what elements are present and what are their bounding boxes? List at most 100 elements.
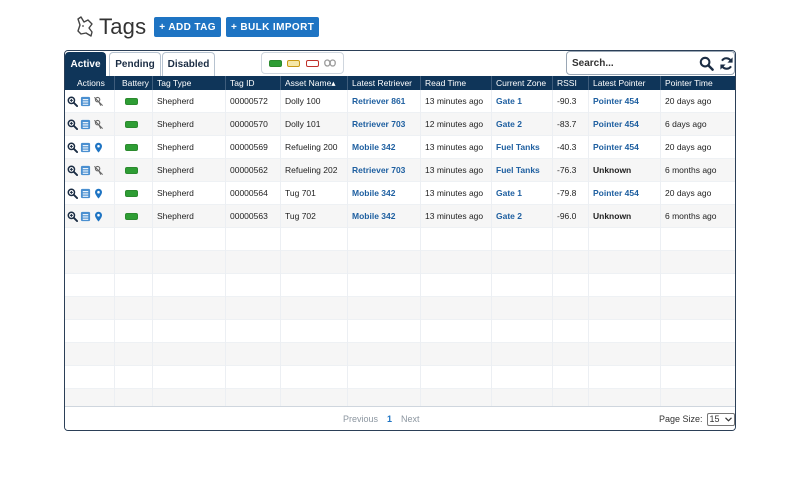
empty-cell — [115, 343, 153, 366]
asset-name-cell: Refueling 200 — [281, 136, 348, 159]
page-size-control: Page Size: 15 — [659, 407, 735, 430]
details-list-icon[interactable] — [80, 165, 91, 176]
tag-type-cell: Shepherd — [153, 205, 226, 228]
table-row[interactable]: Shepherd 00000562 Refueling 202 Retriever 7… — [65, 159, 735, 182]
details-list-icon[interactable] — [80, 119, 91, 130]
latest-pointer-link[interactable]: Pointer 454 — [589, 113, 661, 136]
latest-pointer-link[interactable]: Pointer 454 — [589, 90, 661, 113]
details-list-icon[interactable] — [80, 211, 91, 222]
latest-retriever-link[interactable]: Retriever 703 — [348, 113, 421, 136]
tag-id-cell: 00000572 — [226, 90, 281, 113]
map-pin-icon[interactable] — [93, 188, 104, 199]
latest-retriever-link[interactable]: Retriever 703 — [348, 159, 421, 182]
zoom-in-icon[interactable] — [67, 165, 78, 176]
column-header-latest-pointer[interactable]: Latest Pointer — [589, 76, 661, 90]
column-header-current-zone[interactable]: Current Zone — [492, 76, 553, 90]
table-row[interactable]: Shepherd 00000569 Refueling 200 Mobile 342 1… — [65, 136, 735, 159]
table-row[interactable]: Shepherd 00000572 Dolly 100 Retriever 861 13… — [65, 90, 735, 113]
current-zone-link[interactable]: Gate 2 — [492, 205, 553, 228]
table-row[interactable]: Shepherd 00000563 Tug 702 Mobile 342 13 minu… — [65, 205, 735, 228]
zoom-in-icon[interactable] — [67, 188, 78, 199]
tab-pending[interactable]: Pending — [109, 52, 161, 76]
latest-pointer-link[interactable]: Pointer 454 — [589, 182, 661, 205]
tag-type-cell: Shepherd — [153, 113, 226, 136]
empty-row — [65, 297, 735, 320]
tab-disabled[interactable]: Disabled — [162, 52, 215, 76]
tag-type-cell: Shepherd — [153, 159, 226, 182]
column-header-pointer-time[interactable]: Pointer Time — [665, 78, 713, 88]
latest-retriever-link[interactable]: Retriever 861 — [348, 90, 421, 113]
table-row[interactable]: Shepherd 00000570 Dolly 101 Retriever 703 12… — [65, 113, 735, 136]
asset-name-cell: Tug 701 — [281, 182, 348, 205]
empty-cell — [492, 366, 553, 389]
rssi-cell: -96.0 — [553, 205, 589, 228]
battery-low-filter-icon[interactable] — [287, 59, 301, 67]
latest-pointer-link[interactable]: Pointer 454 — [589, 136, 661, 159]
empty-cell — [65, 228, 115, 251]
location-off-icon[interactable] — [93, 165, 104, 176]
empty-cell — [661, 274, 735, 297]
current-zone-link[interactable]: Gate 2 — [492, 113, 553, 136]
current-page[interactable]: 1 — [387, 414, 393, 424]
battery-good-filter-icon[interactable] — [268, 59, 282, 67]
column-header-tag-type[interactable]: Tag Type — [153, 76, 226, 90]
map-pin-icon[interactable] — [93, 211, 104, 222]
empty-cell — [589, 251, 661, 274]
map-pin-icon[interactable] — [93, 142, 104, 153]
actions-cell — [65, 136, 115, 159]
empty-cell — [281, 343, 348, 366]
column-header-read-time[interactable]: Read Time — [421, 76, 492, 90]
empty-cell — [421, 366, 492, 389]
empty-cell — [153, 251, 226, 274]
empty-cell — [153, 320, 226, 343]
current-zone-link[interactable]: Gate 1 — [492, 90, 553, 113]
battery-critical-filter-icon[interactable] — [305, 59, 319, 67]
empty-row — [65, 320, 735, 343]
search-icon[interactable] — [699, 56, 714, 71]
empty-cell — [115, 228, 153, 251]
tab-active[interactable]: Active — [65, 52, 106, 76]
empty-cell — [348, 343, 421, 366]
empty-cell — [281, 274, 348, 297]
battery-full-icon — [125, 121, 138, 128]
column-header-rssi[interactable]: RSSI — [553, 76, 589, 90]
search-input[interactable] — [572, 54, 692, 72]
current-zone-link[interactable]: Gate 1 — [492, 182, 553, 205]
bulk-import-button[interactable]: + BULK IMPORT — [225, 17, 320, 37]
column-header-latest-retriever[interactable]: Latest Retriever — [348, 76, 421, 90]
previous-page-button[interactable]: Previous — [343, 414, 379, 424]
zoom-in-icon[interactable] — [67, 211, 78, 222]
next-page-button[interactable]: Next — [401, 414, 420, 424]
column-header-tag-id[interactable]: Tag ID — [226, 76, 281, 90]
tag-type-cell: Shepherd — [153, 136, 226, 159]
empty-cell — [553, 274, 589, 297]
zoom-in-icon[interactable] — [67, 96, 78, 107]
zoom-in-icon[interactable] — [67, 119, 78, 130]
latest-retriever-link[interactable]: Mobile 342 — [348, 205, 421, 228]
empty-cell — [589, 366, 661, 389]
rssi-cell: -76.3 — [553, 159, 589, 182]
location-off-icon[interactable] — [93, 96, 104, 107]
zoom-in-icon[interactable] — [67, 142, 78, 153]
details-list-icon[interactable] — [80, 188, 91, 199]
empty-cell — [553, 389, 589, 412]
current-zone-link[interactable]: Fuel Tanks — [492, 159, 553, 182]
latest-retriever-link[interactable]: Mobile 342 — [348, 136, 421, 159]
details-list-icon[interactable] — [80, 142, 91, 153]
column-header-asset-name[interactable]: Asset Name▴ — [281, 76, 348, 90]
add-tag-button[interactable]: + ADD TAG — [154, 17, 221, 37]
refresh-icon[interactable] — [719, 56, 734, 71]
page-size-select[interactable]: 15 — [706, 412, 735, 426]
empty-cell — [226, 389, 281, 412]
location-off-icon[interactable] — [93, 119, 104, 130]
link-broken-icon[interactable] — [324, 58, 337, 68]
current-zone-link[interactable]: Fuel Tanks — [492, 136, 553, 159]
latest-retriever-link[interactable]: Mobile 342 — [348, 182, 421, 205]
grid-header: Actions Battery Tag Type Tag ID Asset Na… — [65, 76, 735, 90]
table-row[interactable]: Shepherd 00000564 Tug 701 Mobile 342 13 minu… — [65, 182, 735, 205]
empty-cell — [115, 274, 153, 297]
details-list-icon[interactable] — [80, 96, 91, 107]
empty-cell — [226, 320, 281, 343]
empty-cell — [348, 320, 421, 343]
column-header-battery[interactable]: Battery — [115, 76, 153, 90]
